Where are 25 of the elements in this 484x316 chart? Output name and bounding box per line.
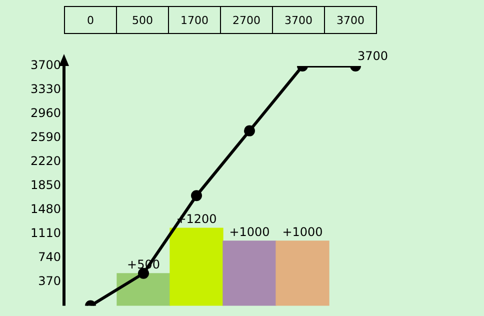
x-tick-label: 1700 — [168, 6, 220, 34]
y-tick-label: 3330 — [30, 82, 61, 96]
y-tick-label: 740 — [38, 250, 61, 264]
y-tick-label: 2220 — [30, 154, 61, 168]
x-tick-label: 3700 — [324, 6, 376, 34]
y-tick-label: 3700 — [30, 58, 61, 72]
y-tick-label: 1110 — [30, 226, 61, 240]
bar — [222, 240, 276, 306]
text: 3700 — [358, 49, 388, 64]
y-tick-label: 370 — [38, 274, 61, 288]
x-tick-label: 2700 — [220, 6, 272, 34]
point — [244, 125, 255, 136]
bar — [116, 273, 170, 306]
data-label: +1000 — [229, 225, 270, 240]
bar — [276, 240, 330, 306]
y-tick-label: 1850 — [30, 178, 61, 192]
x-tick-label: 500 — [116, 6, 168, 34]
bar — [170, 228, 224, 306]
y-tick-label: 2590 — [30, 130, 61, 144]
point — [191, 190, 202, 202]
x-tick-label: 0 — [64, 6, 116, 34]
y-tick-label: 2960 — [30, 106, 61, 120]
data-label: +1000 — [282, 225, 323, 240]
x-tick-label: 3700 — [272, 6, 324, 34]
y-tick-label: 1480 — [30, 202, 61, 216]
